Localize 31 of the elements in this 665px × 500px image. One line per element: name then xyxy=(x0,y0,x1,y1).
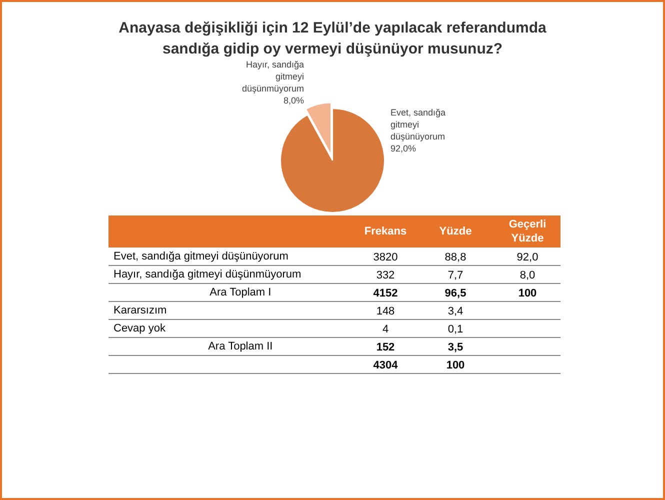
text: 4152 xyxy=(373,288,398,300)
text: Hayır, sandığa gitmeyi düşünmüyorum xyxy=(114,268,302,280)
text: Evet, sandığa gitmeyi düşünüyorum xyxy=(114,250,288,262)
text: 152 xyxy=(376,342,395,354)
text: 7,7 xyxy=(448,270,464,282)
text: Ara Toplam II xyxy=(208,340,273,352)
text: Kararsızım xyxy=(114,304,167,316)
text: 92,0 xyxy=(516,252,538,264)
text: 100 xyxy=(518,288,537,300)
text: 4 xyxy=(382,324,389,336)
text: 88,8 xyxy=(444,252,466,264)
slice-label: Hayır, sandığa gitmeyi düşünmüyorum xyxy=(242,60,304,94)
text: 3820 xyxy=(373,252,398,264)
text: Frekans xyxy=(364,226,407,238)
slice-label: Evet, sandığa gitmeyi düşünüyorum xyxy=(390,108,446,142)
text: Cevap yok xyxy=(114,322,166,334)
text: Yüzde xyxy=(439,226,472,238)
text: 332 xyxy=(376,270,395,282)
text: 8,0 xyxy=(520,270,536,282)
data-label: 92,0% xyxy=(390,144,416,154)
text: 4304 xyxy=(373,360,399,372)
text: 100 xyxy=(446,360,465,372)
data-label: 8,0% xyxy=(284,96,304,106)
text: Ara Toplam I xyxy=(210,286,272,298)
chart-title: Anayasa değişikliği için 12 Eylül’de yapılacak referandumda sandığa gidip oy vermeyi düşünüyor musunuz? xyxy=(118,19,547,58)
text: 3,5 xyxy=(448,342,464,354)
text: 3,4 xyxy=(448,306,464,318)
text: 96,5 xyxy=(444,288,466,300)
text: Geçerli Yüzde xyxy=(508,218,546,245)
text: 148 xyxy=(376,306,395,318)
text: 0,1 xyxy=(448,324,464,336)
